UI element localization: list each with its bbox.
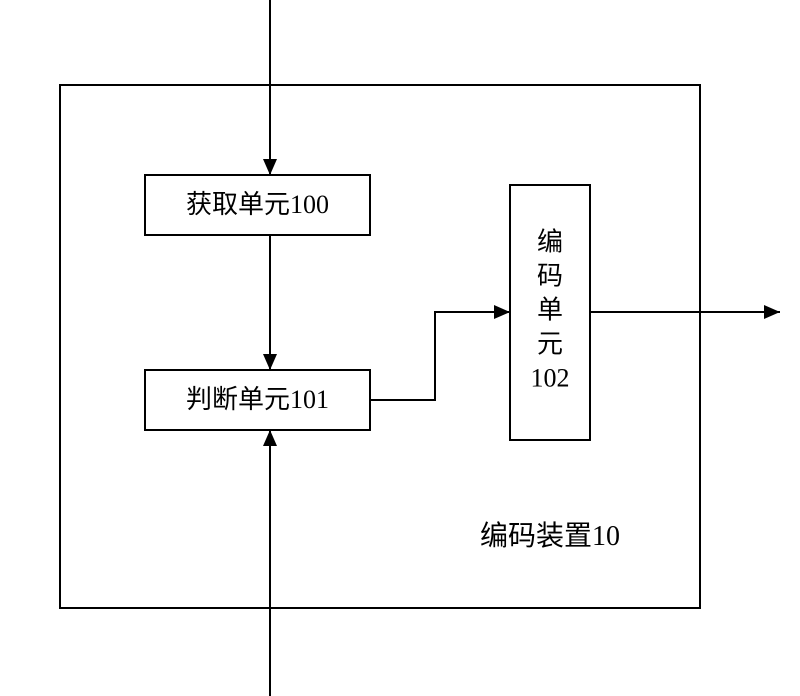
edge-judge-enc (370, 312, 510, 400)
node-judge-label: 判断单元101 (186, 385, 329, 414)
container-caption: 编码装置10 (480, 520, 620, 552)
diagram-canvas: 获取单元100判断单元101编码单元102编码装置10 (0, 0, 800, 696)
node-acquire-label: 获取单元100 (186, 190, 329, 219)
